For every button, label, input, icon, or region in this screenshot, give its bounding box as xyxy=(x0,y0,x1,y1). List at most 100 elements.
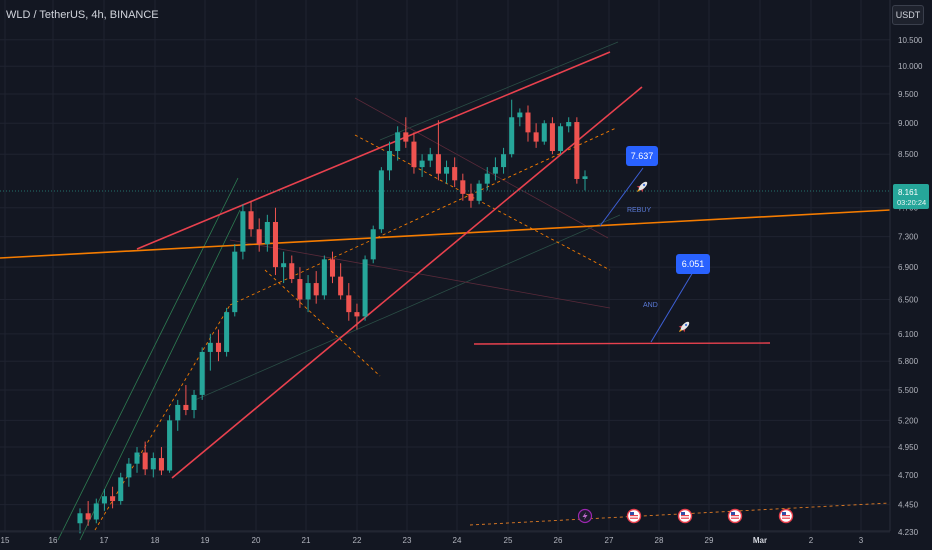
target-2-value: 6.051 xyxy=(682,259,705,269)
time-tick-label-7: 22 xyxy=(353,536,362,545)
rocket-icon-1-fins xyxy=(636,185,644,193)
trend-drawings xyxy=(0,41,891,541)
us-flag-stripe-a-0 xyxy=(630,515,638,517)
rocket-icon-2 xyxy=(678,321,690,333)
rocket-icon-1-body xyxy=(638,181,648,191)
candle-body-59 xyxy=(558,126,564,152)
price-tick-label-1: 10.000 xyxy=(898,62,923,71)
symbol-title: WLD / TetherUS, 4h, BINANCE xyxy=(6,9,159,21)
candle-2 xyxy=(93,498,99,524)
candle-15 xyxy=(199,347,205,400)
candle-body-3 xyxy=(101,496,107,504)
candle-24 xyxy=(272,207,279,276)
candle-12 xyxy=(175,399,181,431)
channel-green-outer xyxy=(57,177,239,541)
candle-35 xyxy=(362,255,368,321)
candle-body-43 xyxy=(427,154,433,161)
time-tick-label-6: 21 xyxy=(302,536,311,545)
target-2-badge xyxy=(676,254,710,274)
candle-56 xyxy=(533,123,539,148)
candle-body-41 xyxy=(411,141,417,168)
us-flag-stripe-a-3 xyxy=(782,515,790,517)
price-tick-label-11: 5.500 xyxy=(898,386,919,395)
channel-maroon-lower xyxy=(229,239,611,309)
candle-body-30 xyxy=(321,259,327,296)
candle-body-39 xyxy=(395,132,401,152)
candle-body-5 xyxy=(118,477,124,502)
us-flag-event-icon-2 xyxy=(727,508,743,524)
price-tick-label-4: 8.500 xyxy=(898,150,919,159)
us-flag-event-icon-0 xyxy=(626,508,642,524)
candle-body-20 xyxy=(240,211,246,252)
us-flag-event-icon-3 xyxy=(778,508,794,524)
event-markers xyxy=(577,508,794,524)
rocket-icon-1 xyxy=(636,181,648,193)
candle-body-23 xyxy=(264,221,270,245)
us-flag-canton-3 xyxy=(782,512,786,515)
candle-body-42 xyxy=(419,160,425,168)
target-1-label: REBUY xyxy=(627,207,651,214)
candle-60 xyxy=(566,117,572,133)
price-tick-label-2: 9.500 xyxy=(898,90,919,99)
channel-maroon-upper xyxy=(354,97,609,239)
candle-body-61 xyxy=(574,122,580,179)
candle-body-35 xyxy=(362,259,368,317)
price-tick-label-15: 4.450 xyxy=(898,501,919,510)
price-tick-label-8: 6.500 xyxy=(898,295,919,304)
candle-8 xyxy=(142,441,148,476)
currency-button[interactable]: USDT xyxy=(892,5,924,25)
candle-59 xyxy=(558,123,564,155)
candle-body-38 xyxy=(386,151,393,171)
time-tick-label-10: 25 xyxy=(504,536,513,545)
candle-29 xyxy=(313,271,319,304)
candle-body-29 xyxy=(313,283,319,296)
time-tick-label-15: Mar xyxy=(753,536,767,545)
lightning-event-icon xyxy=(577,508,593,524)
price-axis[interactable]: 10.50010.0009.5009.0008.5007.7007.3006.9… xyxy=(889,0,932,550)
candle-body-0 xyxy=(77,513,83,524)
candle-45 xyxy=(444,160,450,184)
candle-body-51 xyxy=(492,167,498,174)
candle-16 xyxy=(207,333,213,371)
candle-53 xyxy=(509,99,515,158)
candle-body-40 xyxy=(403,132,409,142)
candle-body-50 xyxy=(484,173,490,184)
candle-body-6 xyxy=(126,463,132,478)
time-tick-label-4: 19 xyxy=(201,536,210,545)
candle-body-58 xyxy=(549,123,555,152)
us-flag-canton-0 xyxy=(630,512,634,515)
candle-61 xyxy=(574,117,580,184)
candle-body-11 xyxy=(167,420,173,471)
time-tick-label-11: 26 xyxy=(554,536,563,545)
countdown-value: 03:20:24 xyxy=(897,198,926,207)
candle-20 xyxy=(240,204,246,260)
time-axis[interactable]: 15 16 17 18 19 20 21 22 23 24 25 26 27 28 29 Mar 2 3 xyxy=(0,530,890,545)
candle-22 xyxy=(256,218,262,252)
price-tick-label-14: 4.700 xyxy=(898,471,919,480)
candle-body-16 xyxy=(207,342,213,352)
candle-body-13 xyxy=(183,404,189,411)
us-flag-stripe-b-3 xyxy=(782,517,790,519)
channel-teal-lower xyxy=(194,214,621,401)
candle-21 xyxy=(248,200,254,237)
candle-body-27 xyxy=(297,279,303,300)
candle-23 xyxy=(264,214,270,252)
us-flag-stripe-a-2 xyxy=(731,515,739,517)
candle-41 xyxy=(411,132,417,174)
candle-body-31 xyxy=(329,259,336,277)
rocket-icon-2-window xyxy=(684,323,688,327)
price-tick-label-0: 10.500 xyxy=(898,36,923,45)
candle-11 xyxy=(167,415,173,473)
candle-33 xyxy=(346,283,352,321)
candle-body-34 xyxy=(354,312,360,317)
rocket-icon-2-body xyxy=(680,321,690,331)
price-tick-label-12: 5.200 xyxy=(898,416,919,425)
candles xyxy=(77,99,588,534)
candle-body-54 xyxy=(517,112,523,118)
candle-19 xyxy=(232,244,238,317)
candle-18 xyxy=(224,307,230,357)
time-tick-label-14: 29 xyxy=(705,536,714,545)
candle-47 xyxy=(460,173,466,201)
